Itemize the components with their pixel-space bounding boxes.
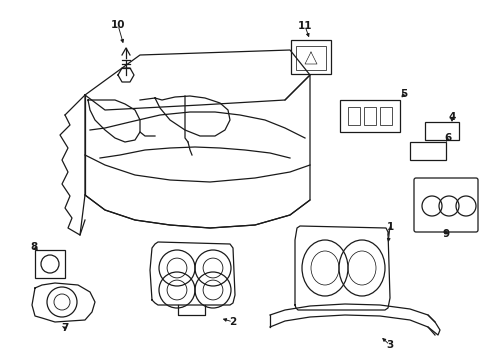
- Text: 1: 1: [386, 222, 393, 232]
- Bar: [409, 142, 445, 160]
- Bar: [379, 107, 391, 125]
- Text: 2: 2: [229, 317, 236, 327]
- Text: 7: 7: [61, 323, 68, 333]
- Bar: [339, 100, 399, 132]
- Text: 9: 9: [442, 229, 448, 239]
- Text: 5: 5: [400, 89, 407, 99]
- Text: 11: 11: [297, 21, 312, 31]
- Text: 10: 10: [110, 20, 125, 30]
- Bar: [424, 122, 458, 140]
- Text: 3: 3: [386, 340, 393, 350]
- Bar: [35, 250, 65, 278]
- Text: 8: 8: [30, 242, 38, 252]
- Bar: [290, 40, 330, 74]
- Text: 6: 6: [444, 133, 451, 143]
- Bar: [295, 46, 325, 70]
- Text: 4: 4: [447, 112, 455, 122]
- Bar: [363, 107, 375, 125]
- Bar: [347, 107, 359, 125]
